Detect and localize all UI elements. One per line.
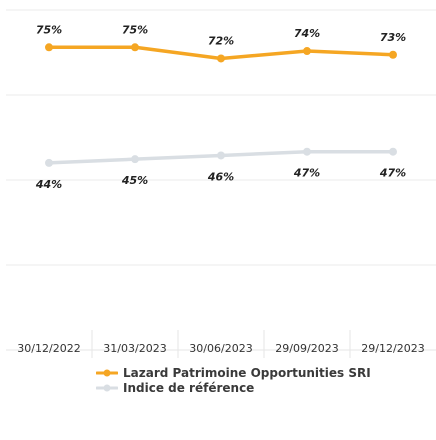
x-tick-label: 29/09/2023 [275,342,338,355]
data-label: 75% [122,23,148,36]
legend-marker-fund [96,369,118,377]
x-axis-ticks: 30/12/2022 31/03/2023 30/06/2023 29/09/2023… [17,330,425,358]
data-point [45,158,53,167]
legend-label-fund: Lazard Patrimoine Opportunities SRI [123,366,371,380]
legend-item-benchmark: Indice de référence [96,381,254,395]
grid-lines [6,9,436,351]
data-label: 72% [208,34,234,47]
data-point [131,43,139,52]
data-point [217,151,225,160]
data-label: 44% [35,178,62,191]
data-label: 46% [207,170,234,183]
data-label: 45% [121,174,148,187]
data-point [389,147,397,156]
legend-item-fund: Lazard Patrimoine Opportunities SRI [96,366,371,380]
data-label: 73% [380,31,406,44]
legend-marker-benchmark [96,384,118,392]
data-point [131,155,139,164]
x-tick-label: 31/03/2023 [103,342,166,355]
x-tick-label: 29/12/2023 [361,342,424,355]
data-point [217,54,225,63]
legend-label-benchmark: Indice de référence [123,381,255,395]
data-label: 47% [293,167,320,180]
data-point [303,47,311,56]
data-labels: 75% 75% 72% 74% 73% 44% 45% 46% 47% 47% [35,23,406,191]
data-point [303,147,311,156]
x-tick-label: 30/06/2023 [189,342,252,355]
data-point [389,50,397,59]
data-label: 75% [36,23,62,36]
data-point [45,43,53,52]
series-layer [45,43,397,167]
data-label: 47% [379,167,406,180]
x-tick-label: 30/12/2022 [17,342,80,355]
data-label: 74% [294,27,320,40]
